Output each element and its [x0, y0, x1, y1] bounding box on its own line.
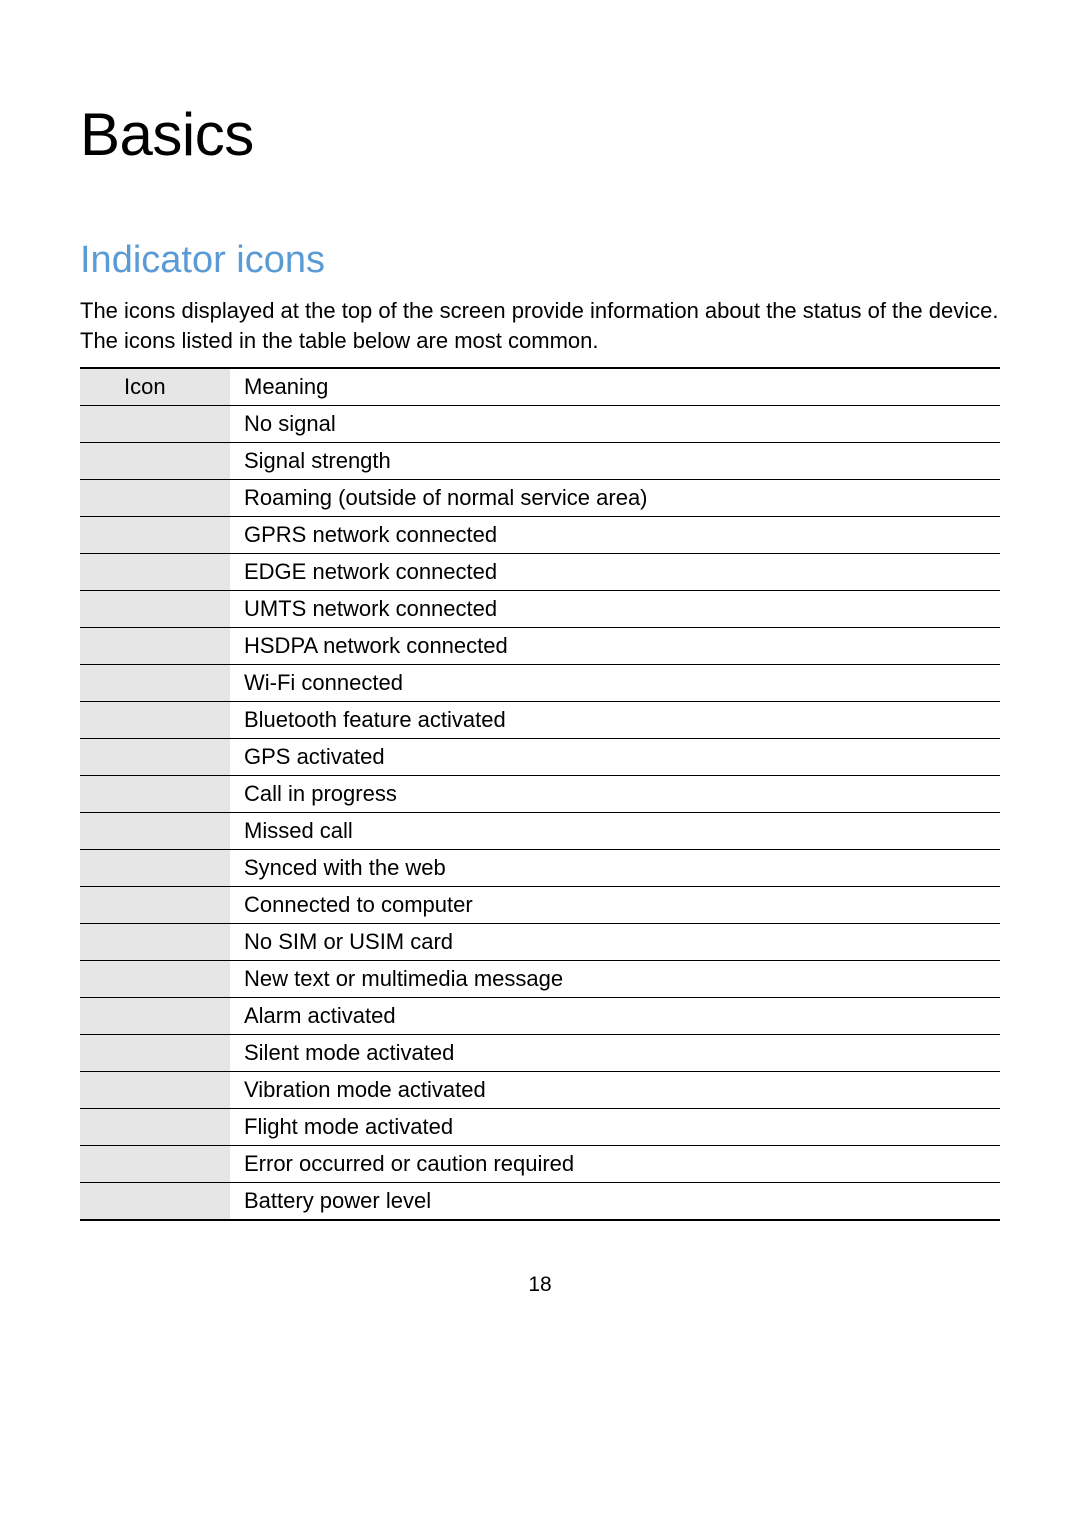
page-container: Basics Indicator icons The icons display… [0, 0, 1080, 1527]
table-row: Roaming (outside of normal service area) [80, 480, 1000, 517]
table-cell-icon [80, 443, 230, 480]
table-cell-icon [80, 628, 230, 665]
table-row: No signal [80, 406, 1000, 443]
table-cell-icon [80, 554, 230, 591]
table-cell-icon [80, 924, 230, 961]
table-row: GPRS network connected [80, 517, 1000, 554]
table-row: HSDPA network connected [80, 628, 1000, 665]
table-header-meaning: Meaning [230, 368, 1000, 406]
table-cell-icon [80, 850, 230, 887]
table-cell-meaning: UMTS network connected [230, 591, 1000, 628]
table-cell-icon [80, 739, 230, 776]
table-cell-icon [80, 591, 230, 628]
table-row: Call in progress [80, 776, 1000, 813]
table-cell-icon [80, 998, 230, 1035]
intro-paragraph: The icons displayed at the top of the sc… [80, 296, 1000, 355]
table-cell-meaning: No signal [230, 406, 1000, 443]
table-cell-icon [80, 1035, 230, 1072]
table-cell-meaning: GPS activated [230, 739, 1000, 776]
table-row: Signal strength [80, 443, 1000, 480]
table-row: Flight mode activated [80, 1109, 1000, 1146]
table-cell-meaning: Alarm activated [230, 998, 1000, 1035]
table-cell-meaning: Roaming (outside of normal service area) [230, 480, 1000, 517]
table-cell-icon [80, 1109, 230, 1146]
table-cell-meaning: Wi-Fi connected [230, 665, 1000, 702]
table-cell-meaning: No SIM or USIM card [230, 924, 1000, 961]
table-cell-icon [80, 776, 230, 813]
table-row: EDGE network connected [80, 554, 1000, 591]
table-row: Silent mode activated [80, 1035, 1000, 1072]
table-row: Missed call [80, 813, 1000, 850]
table-cell-icon [80, 1072, 230, 1109]
table-cell-meaning: Error occurred or caution required [230, 1146, 1000, 1183]
table-cell-icon [80, 406, 230, 443]
table-cell-icon [80, 961, 230, 998]
table-cell-meaning: Bluetooth feature activated [230, 702, 1000, 739]
table-row: Alarm activated [80, 998, 1000, 1035]
table-cell-meaning: HSDPA network connected [230, 628, 1000, 665]
table-cell-icon [80, 813, 230, 850]
table-row: Connected to computer [80, 887, 1000, 924]
table-row: Wi-Fi connected [80, 665, 1000, 702]
table-row: Vibration mode activated [80, 1072, 1000, 1109]
table-cell-meaning: Battery power level [230, 1183, 1000, 1221]
indicator-icons-table: Icon Meaning No signalSignal strengthRoa… [80, 367, 1000, 1221]
table-cell-meaning: New text or multimedia message [230, 961, 1000, 998]
table-cell-icon [80, 665, 230, 702]
table-body: No signalSignal strengthRoaming (outside… [80, 406, 1000, 1221]
table-cell-meaning: Connected to computer [230, 887, 1000, 924]
section-subtitle: Indicator icons [80, 239, 1000, 282]
table-cell-meaning: Synced with the web [230, 850, 1000, 887]
table-cell-meaning: Missed call [230, 813, 1000, 850]
table-row: New text or multimedia message [80, 961, 1000, 998]
table-header-row: Icon Meaning [80, 368, 1000, 406]
table-row: No SIM or USIM card [80, 924, 1000, 961]
table-row: Synced with the web [80, 850, 1000, 887]
table-cell-meaning: EDGE network connected [230, 554, 1000, 591]
table-cell-icon [80, 1146, 230, 1183]
table-cell-meaning: Flight mode activated [230, 1109, 1000, 1146]
table-cell-meaning: Signal strength [230, 443, 1000, 480]
table-cell-meaning: Vibration mode activated [230, 1072, 1000, 1109]
table-row: Battery power level [80, 1183, 1000, 1221]
table-cell-icon [80, 517, 230, 554]
table-cell-meaning: GPRS network connected [230, 517, 1000, 554]
table-row: Error occurred or caution required [80, 1146, 1000, 1183]
table-header-icon: Icon [80, 368, 230, 406]
table-row: Bluetooth feature activated [80, 702, 1000, 739]
page-number: 18 [0, 1273, 1080, 1297]
page-title: Basics [80, 100, 1000, 169]
table-cell-meaning: Silent mode activated [230, 1035, 1000, 1072]
table-row: GPS activated [80, 739, 1000, 776]
table-cell-icon [80, 1183, 230, 1221]
table-cell-icon [80, 702, 230, 739]
table-cell-icon [80, 480, 230, 517]
table-cell-meaning: Call in progress [230, 776, 1000, 813]
table-row: UMTS network connected [80, 591, 1000, 628]
table-cell-icon [80, 887, 230, 924]
